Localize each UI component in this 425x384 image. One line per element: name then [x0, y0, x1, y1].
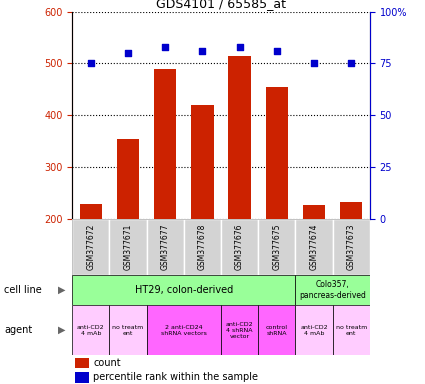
Bar	[191, 105, 213, 323]
Bar	[184, 219, 221, 275]
Bar	[147, 219, 184, 275]
Title: GDS4101 / 65585_at: GDS4101 / 65585_at	[156, 0, 286, 10]
Bar	[228, 56, 251, 323]
Text: no treatm
ent: no treatm ent	[335, 325, 367, 336]
Bar	[75, 372, 88, 382]
Point	[162, 44, 169, 50]
Text: GSM377676: GSM377676	[235, 223, 244, 270]
Bar	[221, 219, 258, 275]
Text: GSM377673: GSM377673	[347, 223, 356, 270]
Text: GSM377672: GSM377672	[86, 223, 95, 270]
Text: GSM377678: GSM377678	[198, 223, 207, 270]
Text: cell line: cell line	[4, 285, 42, 295]
Bar	[109, 305, 147, 355]
Bar	[221, 305, 258, 355]
Bar	[340, 202, 362, 323]
Bar	[332, 219, 370, 275]
Bar	[109, 219, 147, 275]
Point	[125, 50, 131, 56]
Bar	[266, 87, 288, 323]
Bar	[258, 305, 295, 355]
Bar	[303, 205, 325, 323]
Point	[311, 60, 317, 66]
Text: Colo357,
pancreas-derived: Colo357, pancreas-derived	[299, 280, 366, 300]
Text: anti-CD2
4 mAb: anti-CD2 4 mAb	[77, 325, 105, 336]
Bar	[72, 305, 109, 355]
Point	[236, 44, 243, 50]
Point	[273, 48, 280, 54]
Text: 2 anti-CD24
shRNA vectors: 2 anti-CD24 shRNA vectors	[161, 325, 207, 336]
Bar	[72, 275, 295, 305]
Bar	[75, 358, 88, 368]
Text: ▶: ▶	[58, 285, 65, 295]
Text: no treatm
ent: no treatm ent	[112, 325, 144, 336]
Point	[88, 60, 94, 66]
Bar	[295, 305, 332, 355]
Bar	[117, 139, 139, 323]
Text: HT29, colon-derived: HT29, colon-derived	[135, 285, 233, 295]
Point	[199, 48, 206, 54]
Bar	[332, 305, 370, 355]
Bar	[147, 305, 221, 355]
Bar	[72, 219, 109, 275]
Text: GSM377677: GSM377677	[161, 223, 170, 270]
Bar	[79, 204, 102, 323]
Text: anti-CD2
4 mAb: anti-CD2 4 mAb	[300, 325, 328, 336]
Text: GSM377671: GSM377671	[124, 223, 133, 270]
Text: anti-CD2
4 shRNA
vector: anti-CD2 4 shRNA vector	[226, 322, 253, 339]
Bar	[295, 275, 370, 305]
Bar	[295, 219, 332, 275]
Text: ▶: ▶	[58, 325, 65, 335]
Bar	[258, 219, 295, 275]
Text: GSM377674: GSM377674	[309, 223, 318, 270]
Text: agent: agent	[4, 325, 32, 335]
Text: count: count	[93, 358, 121, 368]
Text: control
shRNA: control shRNA	[266, 325, 288, 336]
Point	[348, 60, 354, 66]
Bar	[154, 68, 176, 323]
Text: GSM377675: GSM377675	[272, 223, 281, 270]
Text: percentile rank within the sample: percentile rank within the sample	[93, 372, 258, 382]
